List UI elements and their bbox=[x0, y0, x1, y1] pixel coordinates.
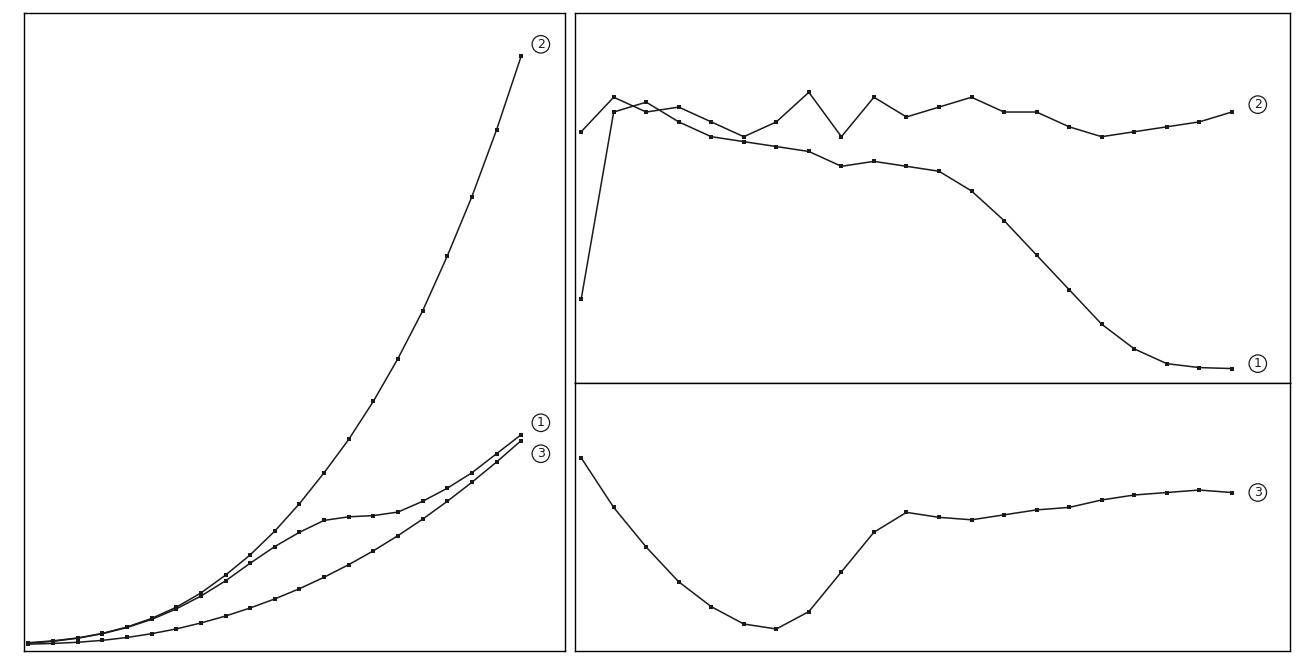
Text: 3: 3 bbox=[1254, 486, 1262, 499]
Text: 2: 2 bbox=[1254, 98, 1262, 111]
Text: 3: 3 bbox=[537, 448, 545, 460]
Text: 1: 1 bbox=[1254, 357, 1262, 370]
Text: 2: 2 bbox=[537, 38, 545, 51]
Text: 1: 1 bbox=[537, 416, 545, 430]
